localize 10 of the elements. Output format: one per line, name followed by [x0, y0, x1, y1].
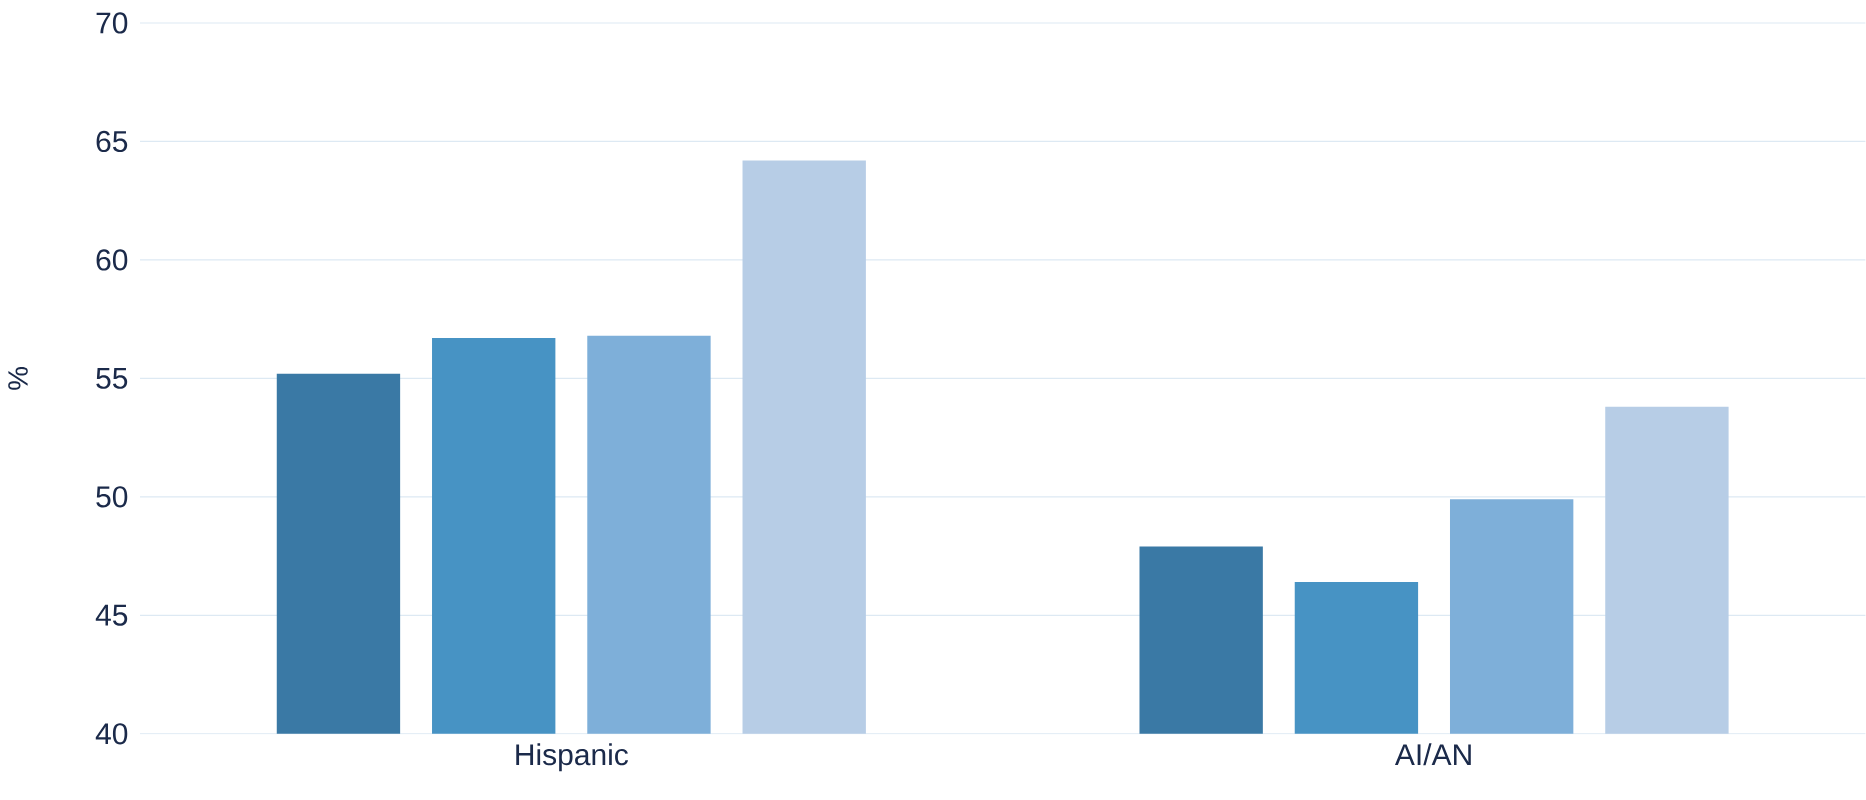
- x-tick-label: AI/AN: [1394, 743, 1471, 766]
- y-tick-label: 50: [96, 486, 128, 508]
- y-tick-label: 65: [96, 130, 128, 153]
- y-tick-label: 55: [96, 368, 128, 389]
- y-tick-label: 60: [96, 249, 128, 271]
- y-tick-label: 70: [96, 12, 128, 34]
- y-tick-label: 45: [95, 604, 128, 626]
- x-tick-label: Hispanic: [516, 743, 629, 772]
- y-axis-title: %: [8, 367, 28, 390]
- y-tick-label: 40: [95, 723, 128, 745]
